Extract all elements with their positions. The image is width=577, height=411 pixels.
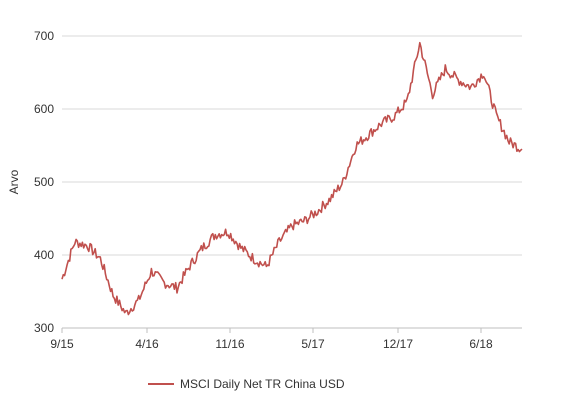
y-tick-label: 600: [34, 102, 54, 116]
y-tick-label: 700: [34, 29, 54, 43]
legend-label: MSCI Daily Net TR China USD: [180, 377, 345, 391]
y-axis-title: Arvo: [7, 169, 21, 194]
x-axis-ticks: 9/15 4/16 11/16 5/17 12/17 6/18: [50, 328, 493, 351]
x-tick-label: 11/16: [215, 337, 244, 351]
grid-lines: [62, 35, 522, 329]
y-tick-label: 400: [34, 248, 54, 262]
x-tick-label: 5/17: [301, 337, 325, 351]
y-tick-label: 300: [34, 321, 54, 335]
x-tick-label: 6/18: [469, 337, 493, 351]
series-line: [61, 41, 523, 316]
x-tick-label: 12/17: [383, 337, 413, 351]
y-tick-label: 500: [34, 175, 54, 189]
y-axis-ticks: 300 400 500 600 700: [34, 29, 54, 335]
x-tick-label: 9/15: [50, 337, 74, 351]
x-tick-label: 4/16: [135, 337, 159, 351]
legend: MSCI Daily Net TR China USD: [148, 377, 345, 391]
series-lines: [61, 41, 523, 316]
